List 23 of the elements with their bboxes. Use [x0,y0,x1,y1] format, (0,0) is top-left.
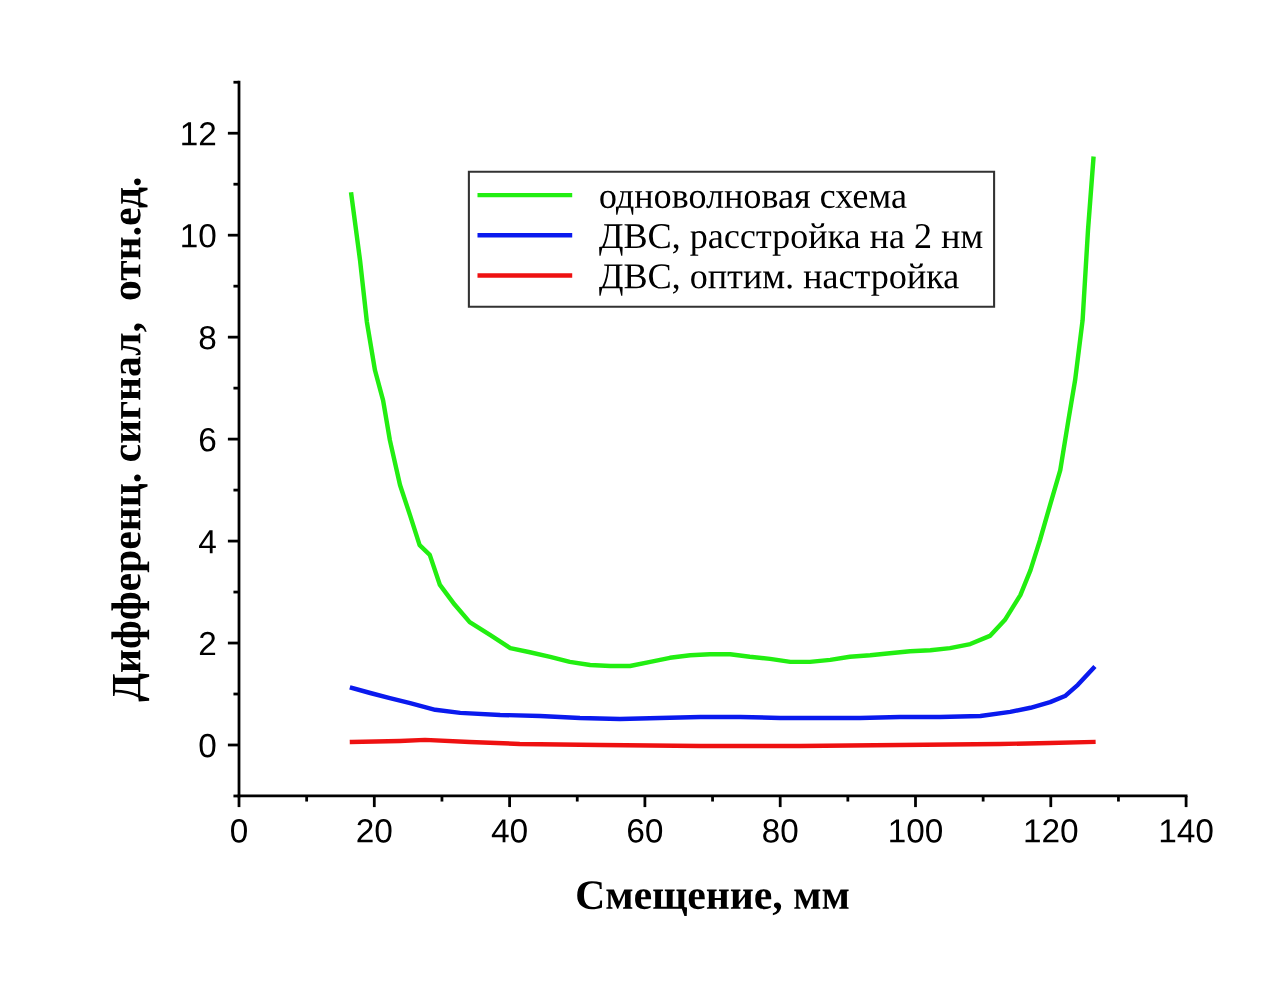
y-tick-label: 0 [199,733,216,758]
line-series [349,156,1096,669]
y-tick-label: 10 [182,223,216,248]
x-tick-label: 80 [763,819,798,843]
x-tick-label: 140 [1160,819,1213,843]
line-series [349,737,1096,749]
legend-label: ДВС, оптим. настройка [599,263,959,296]
legend-label: ДВС, расстройка на 2 нм [599,223,983,256]
legend-label: одноволновая схема [600,190,907,215]
y-tick-label: 8 [199,325,216,350]
x-tick-label: 0 [231,819,247,843]
y-tick-label: 4 [199,530,216,554]
x-tick-label: 120 [1025,819,1078,843]
x-tick-label: 60 [628,819,663,843]
y-tick-label: 6 [199,427,216,452]
line-series [349,665,1096,722]
x-tick-label: 40 [491,819,527,843]
y-tick-label: 2 [199,631,216,656]
x-axis-title: Смещение, мм [577,881,849,916]
y-axis-title: Дифференц. сигнал, отн.ед. [111,178,150,702]
x-tick-label: 100 [890,819,942,843]
x-tick-label: 20 [357,819,392,843]
y-tick-label: 12 [182,122,216,146]
